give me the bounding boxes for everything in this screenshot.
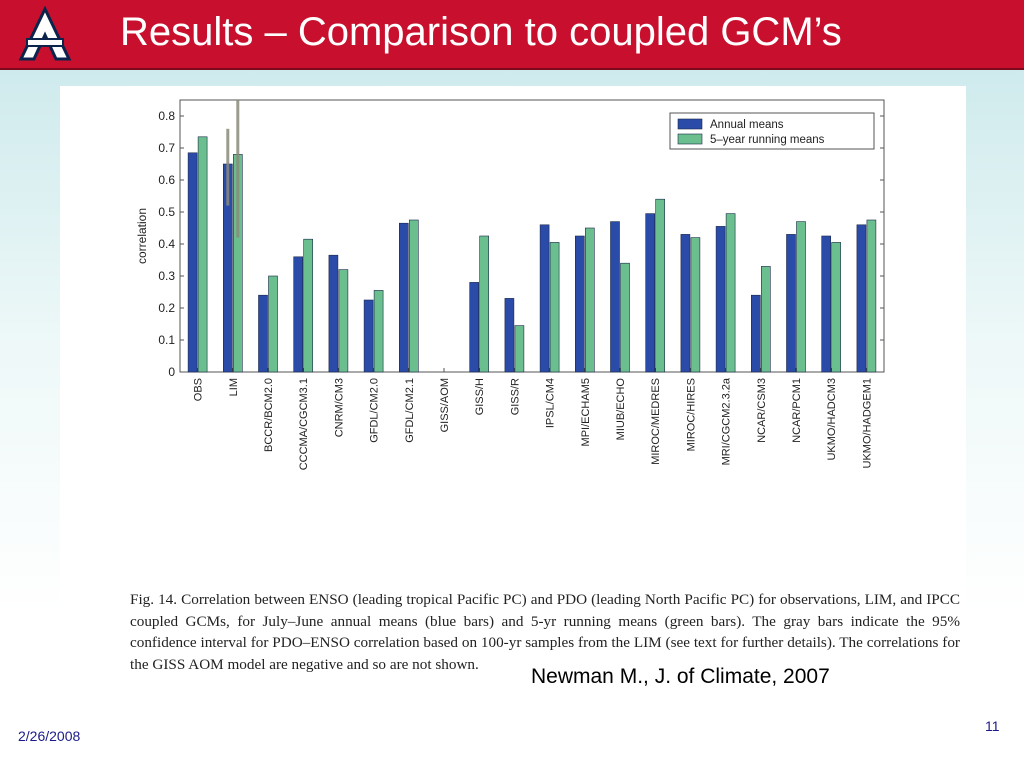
slide-title: Results – Comparison to coupled GCM’s bbox=[120, 10, 842, 54]
y-tick-label: 0.4 bbox=[158, 237, 175, 251]
bar-running-means bbox=[197, 136, 208, 373]
bar-annual-means bbox=[610, 221, 620, 373]
bar-running-means bbox=[514, 325, 525, 373]
y-tick-label: 0 bbox=[168, 365, 175, 379]
figure-caption: Fig. 14. Correlation between ENSO (leadi… bbox=[130, 591, 960, 673]
x-tick-label: MRI/CGCM2.3.2a bbox=[721, 377, 733, 465]
x-tick-label: OBS bbox=[193, 378, 205, 401]
bar-annual-means bbox=[645, 213, 656, 373]
bar-annual-means bbox=[680, 234, 691, 373]
x-tick-label: LIM bbox=[228, 378, 240, 396]
bar-annual-means bbox=[786, 234, 796, 373]
y-tick-label: 0.8 bbox=[158, 109, 175, 123]
y-tick-label: 0.2 bbox=[158, 301, 175, 315]
x-tick-label: GFDL/CM2.1 bbox=[404, 378, 416, 443]
y-tick-label: 0.6 bbox=[158, 173, 175, 187]
figure-panel: 0 0.1 0.2 0.3 0.4 0.5 0.6 0.7 0.8 correlation OBS L… bbox=[60, 86, 966, 673]
bar-annual-means bbox=[363, 299, 374, 373]
university-logo bbox=[14, 6, 76, 62]
correlation-bar-chart: 0 0.1 0.2 0.3 0.4 0.5 0.6 0.7 0.8 correlation OBS L… bbox=[135, 99, 885, 470]
bar-annual-means bbox=[258, 294, 268, 373]
x-tick-label: NCAR/PCM1 bbox=[791, 378, 803, 443]
x-tick-label: IPSL/CM4 bbox=[545, 378, 557, 428]
bar-running-means bbox=[796, 221, 806, 373]
bar-annual-means bbox=[750, 294, 761, 373]
x-tick-label: CCCMA/CGCM3.1 bbox=[298, 378, 310, 470]
x-tick-label: GISS/AOM bbox=[439, 378, 451, 432]
x-tick-label: BCCR/BCM2.0 bbox=[263, 378, 275, 452]
bar-annual-means bbox=[187, 152, 198, 373]
bar-running-means bbox=[338, 269, 349, 373]
x-tick-label: MIROC/HIRES bbox=[685, 378, 697, 451]
bar-annual-means bbox=[469, 282, 480, 373]
bar-annual-means bbox=[504, 298, 515, 373]
bar-running-means bbox=[725, 213, 736, 373]
y-tick-label: 0.7 bbox=[158, 141, 175, 155]
bar-running-means bbox=[866, 219, 877, 373]
bar-running-means bbox=[549, 242, 560, 373]
x-tick-label: CNRM/CM3 bbox=[333, 378, 345, 437]
bar-running-means bbox=[479, 235, 490, 373]
bar-running-means bbox=[760, 266, 771, 373]
y-tick-label: 0.1 bbox=[158, 333, 175, 347]
x-tick-label: GFDL/CM2.0 bbox=[369, 378, 381, 443]
x-tick-label: UKMO/HADGEM1 bbox=[861, 378, 873, 468]
bar-annual-means bbox=[715, 226, 726, 373]
bar-annual-means bbox=[398, 222, 409, 373]
bar-annual-means bbox=[539, 224, 550, 373]
x-tick-label: GISS/H bbox=[474, 378, 486, 415]
bar-annual-means bbox=[856, 224, 867, 373]
y-tick-label: 0.3 bbox=[158, 269, 175, 283]
confidence-interval-running bbox=[236, 100, 240, 238]
bar-running-means bbox=[584, 227, 595, 373]
bar-annual-means bbox=[821, 235, 832, 373]
confidence-interval-annual bbox=[226, 128, 230, 206]
bar-running-means bbox=[408, 219, 419, 373]
x-tick-label: MIROC/MEDRES bbox=[650, 378, 662, 465]
page-number: 11 bbox=[985, 718, 1000, 734]
title-bar: Results – Comparison to coupled GCM’s bbox=[0, 0, 1024, 70]
bar-annual-means bbox=[574, 235, 585, 373]
x-tick-label: MPI/ECHAM5 bbox=[580, 378, 592, 446]
bar-running-means bbox=[303, 238, 313, 373]
legend-swatch-annual bbox=[677, 118, 703, 130]
y-tick-label: 0.5 bbox=[158, 205, 175, 219]
bar-annual-means bbox=[328, 254, 339, 373]
slide-date: 2/26/2008 bbox=[18, 728, 81, 744]
bar-annual-means bbox=[293, 256, 303, 373]
legend-label: 5–year running means bbox=[710, 134, 825, 146]
bar-running-means bbox=[690, 237, 701, 373]
bar-running-means bbox=[831, 242, 842, 373]
bar-running-means bbox=[620, 262, 630, 373]
legend-swatch-running bbox=[677, 133, 703, 145]
x-tick-label: NCAR/CSM3 bbox=[756, 378, 768, 443]
citation: Newman M., J. of Climate, 2007 bbox=[531, 665, 830, 688]
x-tick-label: UKMO/HADCM3 bbox=[826, 378, 838, 461]
legend-label: Annual means bbox=[710, 119, 784, 131]
bar-running-means bbox=[268, 275, 278, 373]
x-tick-label: MIUB/ECHO bbox=[615, 378, 627, 441]
y-axis-label: correlation bbox=[135, 208, 149, 264]
bar-running-means bbox=[373, 290, 384, 373]
x-tick-label: GISS/R bbox=[509, 378, 521, 415]
bar-running-means bbox=[655, 198, 666, 373]
legend-box bbox=[669, 112, 875, 150]
